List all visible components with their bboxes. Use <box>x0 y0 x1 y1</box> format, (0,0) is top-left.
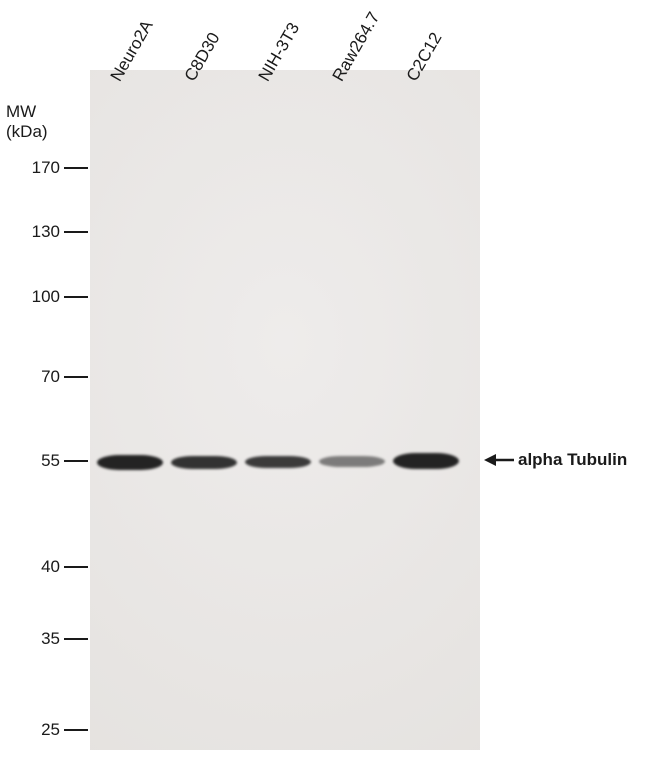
mw-tick-value: 35 <box>22 629 60 649</box>
mw-tick-value: 25 <box>22 720 60 740</box>
mw-tick: 70 <box>22 367 88 387</box>
blot-background <box>90 70 480 750</box>
mw-tick-dash <box>64 566 88 568</box>
mw-tick: 170 <box>22 158 88 178</box>
mw-tick-value: 55 <box>22 451 60 471</box>
protein-band <box>97 455 163 470</box>
mw-tick: 35 <box>22 629 88 649</box>
mw-text-line1: MW <box>6 102 36 121</box>
mw-tick: 100 <box>22 287 88 307</box>
mw-tick: 130 <box>22 222 88 242</box>
mw-tick: 40 <box>22 557 88 577</box>
protein-band <box>393 453 459 469</box>
mw-tick-dash <box>64 460 88 462</box>
mw-tick-value: 170 <box>22 158 60 178</box>
mw-tick-value: 100 <box>22 287 60 307</box>
mw-tick-value: 70 <box>22 367 60 387</box>
mw-tick-dash <box>64 167 88 169</box>
mw-tick: 55 <box>22 451 88 471</box>
mw-tick-value: 130 <box>22 222 60 242</box>
mw-tick-dash <box>64 638 88 640</box>
protein-band <box>319 456 385 467</box>
target-annotation: alpha Tubulin <box>484 450 627 470</box>
mw-tick-dash <box>64 296 88 298</box>
protein-band <box>171 456 237 469</box>
western-blot-figure: MW (kDa) 1701301007055403525 Neuro2AC8D3… <box>0 0 650 771</box>
mw-text-line2: (kDa) <box>6 122 48 141</box>
arrow-left-icon <box>484 451 514 469</box>
target-label: alpha Tubulin <box>518 450 627 470</box>
blot-membrane <box>90 70 480 750</box>
mw-tick-dash <box>64 231 88 233</box>
mw-axis-label: MW (kDa) <box>6 102 48 143</box>
mw-tick-dash <box>64 729 88 731</box>
mw-tick: 25 <box>22 720 88 740</box>
mw-tick-dash <box>64 376 88 378</box>
mw-tick-value: 40 <box>22 557 60 577</box>
protein-band <box>245 456 311 468</box>
